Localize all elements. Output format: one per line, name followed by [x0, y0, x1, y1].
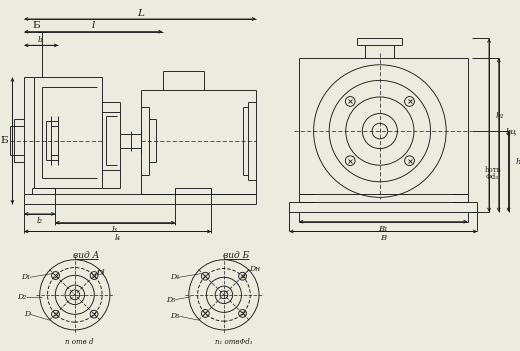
Text: l: l — [92, 21, 95, 30]
Text: l₁: l₁ — [37, 37, 44, 45]
Text: Б: Б — [1, 136, 8, 145]
Text: Б: Б — [32, 21, 40, 30]
Text: вид Б: вид Б — [223, 251, 249, 260]
Text: Φd₃: Φd₃ — [485, 173, 498, 181]
Text: D₅: D₅ — [166, 296, 175, 304]
Text: B₁: B₁ — [379, 225, 388, 233]
Text: n отв d: n отв d — [66, 338, 94, 346]
Text: D: D — [24, 310, 30, 318]
Text: D₄: D₄ — [170, 273, 179, 281]
Text: h: h — [515, 158, 520, 166]
Text: l₂: l₂ — [37, 217, 43, 225]
Text: l₄: l₄ — [115, 234, 121, 242]
Text: h₁: h₁ — [496, 112, 504, 120]
Text: hц: hц — [505, 127, 517, 135]
Text: n₁ отвΦd₁: n₁ отвΦd₁ — [215, 338, 252, 346]
Text: Dl: Dl — [96, 269, 105, 277]
Text: L: L — [137, 9, 144, 18]
Text: D₂: D₂ — [17, 293, 26, 301]
Text: hотв: hотв — [485, 166, 502, 174]
Text: D₃: D₃ — [170, 312, 179, 320]
Text: D₁: D₁ — [21, 273, 30, 281]
Text: B: B — [380, 234, 386, 242]
Text: вид A: вид A — [73, 251, 99, 260]
Text: Dн: Dн — [249, 265, 261, 273]
Text: l₃: l₃ — [112, 226, 118, 233]
